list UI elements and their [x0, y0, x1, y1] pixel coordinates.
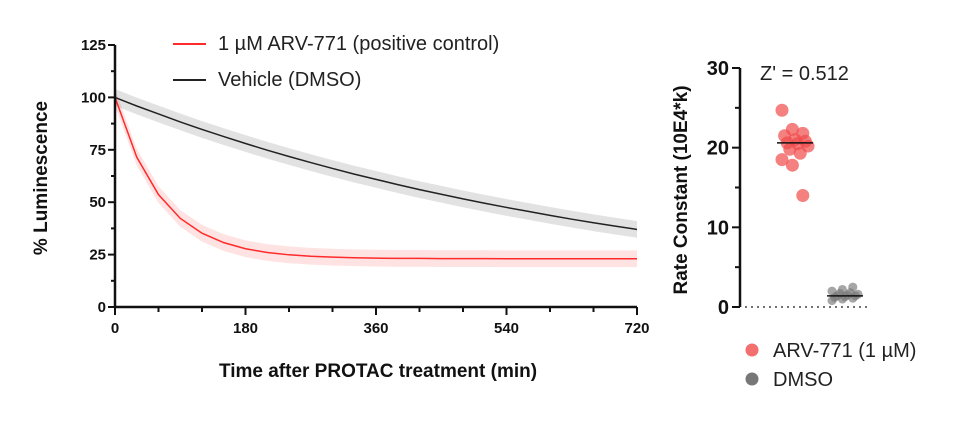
- y-tick-label: 100: [81, 89, 106, 106]
- data-point-0: [775, 153, 789, 167]
- rate-constant-chart: 0 10 20 30: [707, 58, 870, 386]
- y-tick-label: 75: [89, 142, 106, 159]
- data-point-0: [775, 103, 789, 117]
- series-line-0: [114, 97, 637, 260]
- data-point-0: [785, 158, 799, 172]
- y-tick-label: 25: [89, 247, 106, 264]
- legend-marker-dmso: [745, 372, 759, 386]
- luminescence-chart: 0 25 50 75 100 125 0 180 360 540 720: [81, 37, 650, 337]
- y-tick-label: 0: [98, 299, 106, 316]
- right-y-tick-label: 30: [707, 58, 729, 80]
- legend-label-vehicle: Vehicle (DMSO): [218, 69, 361, 91]
- x-axis-label: Time after PROTAC treatment (min): [219, 361, 537, 382]
- right-y-axis-label: Rate Constant (10E4*k): [671, 85, 692, 294]
- x-tick-label: 0: [111, 320, 119, 337]
- legend-marker-arv771: [745, 343, 759, 357]
- y-tick-label: 50: [89, 194, 106, 211]
- right-y-tick-label: 20: [707, 138, 729, 160]
- right-y-tick-label: 0: [718, 297, 729, 319]
- y-tick-label: 125: [81, 37, 106, 54]
- data-point-0: [793, 146, 807, 160]
- x-tick-label: 360: [363, 320, 388, 337]
- data-point-0: [796, 188, 810, 202]
- data-point-1: [848, 282, 858, 292]
- right-y-tick-label: 10: [707, 217, 729, 239]
- error-band-1: [115, 89, 637, 238]
- series-line-1: [114, 96, 638, 231]
- data-point-1: [837, 284, 847, 294]
- legend-label-arv771: 1 µM ARV-771 (positive control): [218, 33, 499, 55]
- x-tick-label: 720: [624, 320, 649, 337]
- x-tick-label: 180: [233, 320, 258, 337]
- data-point-1: [853, 289, 863, 299]
- x-tick-label: 540: [494, 320, 519, 337]
- legend-label-dmso-scatter: DMSO: [773, 369, 833, 391]
- data-point-0: [783, 142, 797, 156]
- y-axis-label: % Luminescence: [31, 101, 52, 255]
- legend-label-arv771-scatter: ARV-771 (1 µM): [773, 340, 916, 362]
- data-point-1: [827, 286, 837, 296]
- z-prime-annotation: Z' = 0.512: [760, 63, 849, 85]
